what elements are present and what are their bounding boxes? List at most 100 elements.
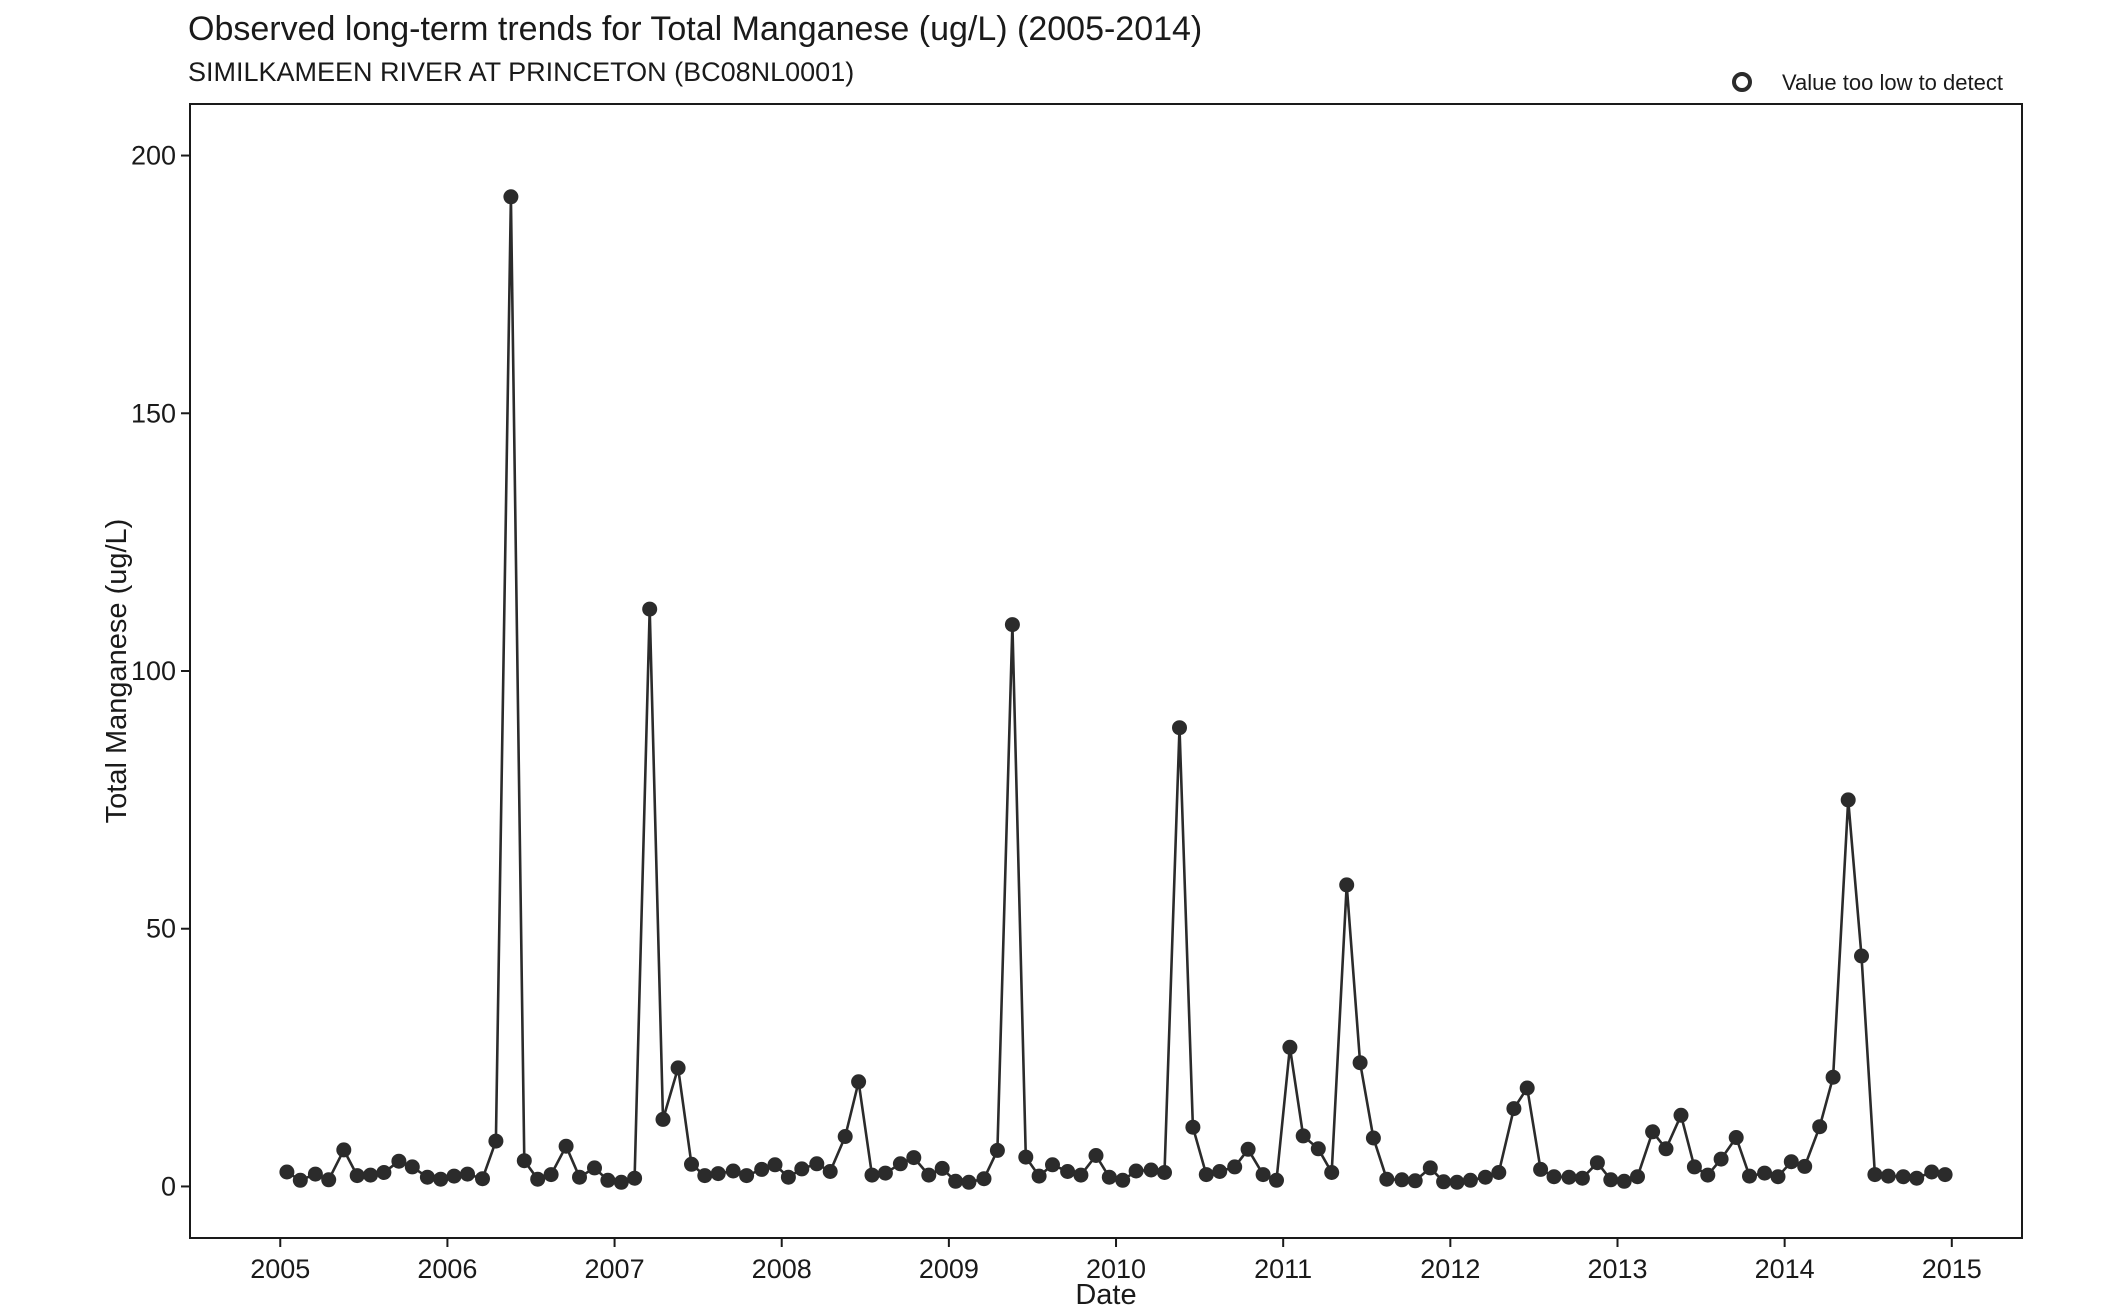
data-point <box>279 1164 295 1180</box>
data-point <box>892 1156 908 1172</box>
data-point <box>1533 1161 1549 1177</box>
data-point <box>1365 1130 1381 1146</box>
x-axis: 2005 2006 2007 2008 2009 2010 2011 2012 2013 2014… <box>250 1238 1982 1284</box>
data-point <box>1742 1168 1757 1184</box>
data-point <box>809 1156 825 1172</box>
data-point <box>1506 1101 1522 1117</box>
data-point <box>1713 1151 1729 1167</box>
data-point <box>1379 1171 1395 1187</box>
data-point <box>1783 1154 1799 1170</box>
data-point <box>921 1167 937 1183</box>
data-point <box>1073 1167 1089 1183</box>
data-point <box>851 1074 867 1090</box>
data-point <box>1909 1170 1925 1186</box>
data-point <box>488 1133 504 1149</box>
data-point <box>754 1161 770 1177</box>
x-tick-label: 2011 <box>1254 1254 1312 1284</box>
data-point <box>1895 1169 1911 1185</box>
data-point <box>1546 1169 1562 1185</box>
data-point <box>1324 1165 1340 1180</box>
data-point <box>1394 1172 1410 1188</box>
data-point <box>642 601 658 617</box>
x-tick-label: 2008 <box>752 1254 812 1284</box>
data-point <box>307 1166 323 1182</box>
x-tick-label: 2007 <box>585 1254 645 1284</box>
data-point <box>1728 1130 1744 1145</box>
data-point <box>1770 1169 1786 1185</box>
chart-subtitle: SIMILKAMEEN RIVER AT PRINCETON (BC08NL00… <box>188 57 854 87</box>
x-tick-label: 2005 <box>250 1254 310 1284</box>
data-point <box>1880 1168 1896 1184</box>
x-tick-label: 2015 <box>1922 1254 1982 1284</box>
data-point <box>572 1169 587 1185</box>
data-point <box>767 1157 783 1173</box>
data-point <box>1310 1141 1326 1157</box>
data-point <box>1407 1173 1423 1189</box>
x-tick-label: 2014 <box>1755 1254 1815 1284</box>
y-tick-label: 50 <box>146 914 176 944</box>
data-point <box>989 1142 1005 1158</box>
data-point <box>710 1166 726 1182</box>
data-point <box>1157 1165 1172 1180</box>
data-point <box>292 1172 308 1188</box>
data-point <box>780 1169 796 1185</box>
data-point <box>558 1138 574 1154</box>
data-point <box>1462 1172 1478 1188</box>
data-point <box>1854 948 1869 964</box>
data-point <box>1185 1119 1201 1135</box>
data-point <box>349 1168 365 1184</box>
data-point <box>475 1171 490 1187</box>
data-point <box>1812 1119 1828 1135</box>
data-point <box>1295 1128 1311 1144</box>
x-tick-label: 2006 <box>417 1254 477 1284</box>
data-point <box>1686 1159 1702 1175</box>
data-point <box>1128 1163 1144 1179</box>
data-point <box>1937 1167 1953 1183</box>
y-tick-label: 0 <box>161 1171 176 1201</box>
x-tick-label: 2013 <box>1587 1254 1647 1284</box>
data-point <box>503 189 519 205</box>
data-point <box>906 1150 922 1166</box>
data-point <box>530 1171 546 1187</box>
data-point <box>697 1168 713 1184</box>
series-layer <box>279 189 1953 1190</box>
data-point <box>1574 1170 1590 1186</box>
data-point <box>877 1165 893 1181</box>
legend-label: Value too low to detect <box>1782 70 2003 95</box>
data-point <box>516 1153 532 1169</box>
data-point <box>822 1164 838 1179</box>
data-point <box>613 1174 629 1190</box>
data-point <box>1645 1124 1661 1140</box>
data-point <box>600 1172 616 1188</box>
data-point <box>725 1163 741 1179</box>
data-point <box>1198 1167 1214 1183</box>
data-point <box>433 1171 449 1187</box>
data-point <box>1240 1141 1256 1157</box>
data-point <box>1045 1157 1060 1173</box>
y-tick-label: 100 <box>131 656 176 686</box>
data-point <box>446 1168 462 1184</box>
x-tick-label: 2009 <box>919 1254 979 1284</box>
y-tick-label: 150 <box>131 398 176 428</box>
data-point <box>404 1159 420 1175</box>
data-point <box>627 1170 643 1186</box>
x-tick-label: 2012 <box>1420 1254 1480 1284</box>
data-point <box>1924 1164 1940 1180</box>
data-point <box>1422 1160 1438 1176</box>
data-point <box>1797 1158 1813 1174</box>
data-point <box>1255 1167 1271 1183</box>
plot-frame <box>189 103 2023 1239</box>
data-point <box>1825 1069 1841 1085</box>
data-point <box>1227 1159 1243 1175</box>
data-point <box>363 1167 378 1183</box>
data-point <box>864 1167 880 1183</box>
data-point <box>948 1173 964 1189</box>
data-point <box>1088 1148 1104 1163</box>
data-point <box>1491 1165 1507 1180</box>
data-point <box>1700 1167 1716 1183</box>
data-point <box>321 1172 337 1188</box>
data-point <box>976 1171 992 1187</box>
data-point <box>1867 1167 1883 1183</box>
data-point <box>1840 792 1856 808</box>
